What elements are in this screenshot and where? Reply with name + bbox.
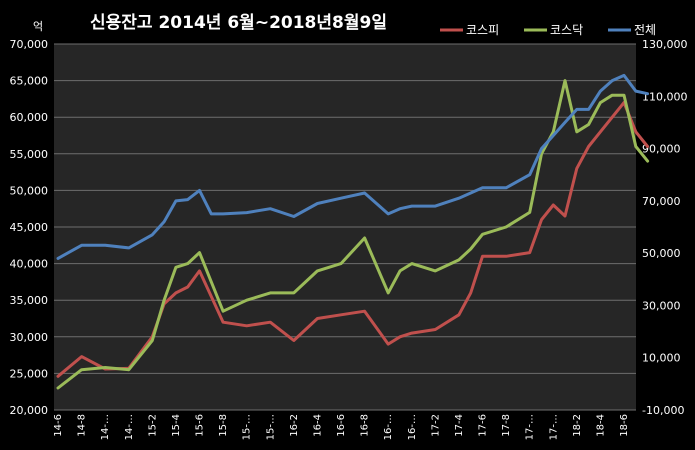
x-tick-label: 18-4 xyxy=(595,414,606,437)
x-tick-label: 14-6 xyxy=(53,414,64,437)
x-tick-label: 16-2 xyxy=(289,414,300,437)
x-tick-label: 14-8 xyxy=(77,414,88,437)
x-tick-label: 17-2 xyxy=(430,414,441,437)
series-line-1 xyxy=(56,79,650,390)
right-axis: -10,000 10,000 30,000 50,000 70,000 90,000 110… xyxy=(642,38,688,417)
right-tick-label: 70,000 xyxy=(642,195,681,208)
x-tick-label: 16-4 xyxy=(312,414,323,437)
right-tick-label: 130,000 xyxy=(642,38,688,51)
left-tick-label: 50,000 xyxy=(10,184,49,197)
x-tick-label: 17-4 xyxy=(454,414,465,437)
left-tick-label: 45,000 xyxy=(10,221,49,234)
x-tick-label: 16-… xyxy=(407,414,418,440)
left-tick-label: 70,000 xyxy=(10,38,49,51)
x-tick-label: 18-2 xyxy=(572,414,583,437)
x-tick-label: 17-… xyxy=(525,414,536,440)
right-tick-label: 10,000 xyxy=(642,352,681,365)
right-tick-label: 90,000 xyxy=(642,143,681,156)
left-tick-label: 25,000 xyxy=(10,367,49,380)
legend-label-kospi: 코스피 xyxy=(466,23,499,37)
right-tick-label: 110,000 xyxy=(642,90,688,103)
x-tick-label: 16-8 xyxy=(360,414,371,437)
x-tick-label: 15-6 xyxy=(195,414,206,437)
x-tick-label: 14-… xyxy=(100,414,111,440)
x-tick-label: 15-8 xyxy=(218,414,229,437)
right-tick-label: 30,000 xyxy=(642,299,681,312)
left-tick-label: 40,000 xyxy=(10,258,49,271)
x-axis: 14-6 14-8 14-… 14-… 15-2 15-4 15-6 15-8 15-… 15-…… xyxy=(53,414,630,440)
left-tick-label: 65,000 xyxy=(10,75,49,88)
x-tick-label: 17-6 xyxy=(478,414,489,437)
y-unit-label: 억 xyxy=(33,20,43,33)
chart-title: 신용잔고 2014년 6월~2018년8월9일 xyxy=(90,13,387,33)
left-tick-label: 60,000 xyxy=(10,111,49,124)
series-line-2 xyxy=(56,73,650,260)
left-axis: 20,000 25,000 30,000 35,000 40,000 45,000 50,0… xyxy=(10,38,49,417)
legend-label-kosdaq: 코스닥 xyxy=(550,23,583,37)
x-tick-label: 15-4 xyxy=(171,414,182,437)
left-tick-label: 35,000 xyxy=(10,294,49,307)
x-tick-label: 18-6 xyxy=(619,414,630,437)
x-tick-label: 16-… xyxy=(383,414,394,440)
left-tick-label: 55,000 xyxy=(10,148,49,161)
x-tick-label: 15-… xyxy=(242,414,253,440)
x-tick-label: 16-6 xyxy=(336,414,347,437)
right-tick-label: -10,000 xyxy=(642,404,684,417)
legend: 코스피 코스닥 전체 xyxy=(440,23,656,37)
x-tick-label: 17-8 xyxy=(501,414,512,437)
x-tick-label: 15-… xyxy=(265,414,276,440)
x-tick-label: 14-… xyxy=(124,414,135,440)
x-tick-label: 15-2 xyxy=(147,414,158,437)
left-tick-label: 20,000 xyxy=(10,404,49,417)
x-tick-label: 17-… xyxy=(548,414,559,440)
series-line-0 xyxy=(56,101,650,378)
legend-label-total: 전체 xyxy=(634,23,656,37)
left-tick-label: 30,000 xyxy=(10,331,49,344)
right-tick-label: 50,000 xyxy=(642,247,681,260)
series-lines xyxy=(56,73,650,390)
